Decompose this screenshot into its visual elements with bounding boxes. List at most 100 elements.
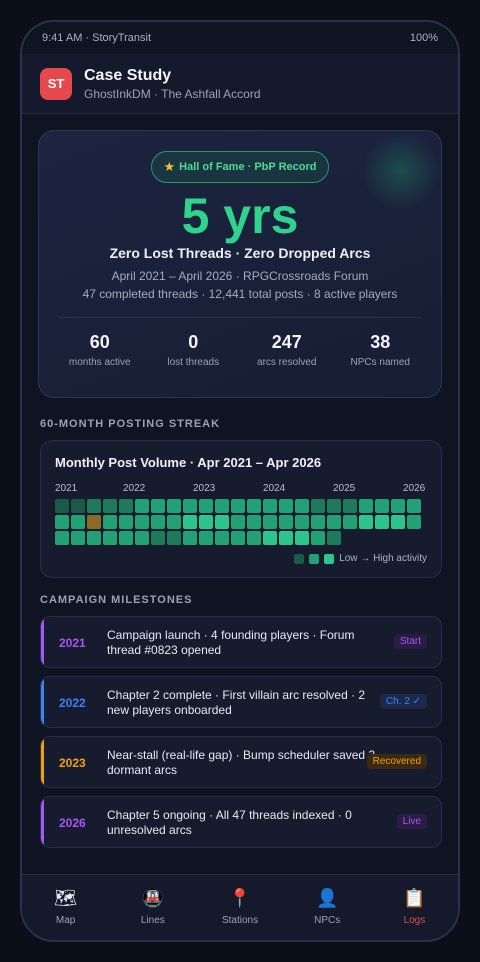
milestone-card[interactable]: 2026 Chapter 5 ongoing · All 47 threads … [40, 796, 442, 848]
month-cell [391, 515, 405, 529]
month-cell [103, 531, 117, 545]
month-cell [103, 515, 117, 529]
tab-logs[interactable]: 📋 Logs [371, 875, 458, 940]
month-cell [119, 499, 133, 513]
month-cell [247, 531, 261, 545]
streak-grid [55, 499, 435, 549]
legend-swatch-high [324, 553, 335, 564]
milestone-tag: Recovered [366, 754, 427, 769]
stat-arcs: 247 arcs resolved [242, 332, 332, 368]
milestone-card[interactable]: 2022 Chapter 2 complete · First villain … [40, 676, 442, 728]
month-cell [151, 515, 165, 529]
hero-subheadline: Zero Lost Threads · Zero Dropped Arcs [109, 245, 371, 261]
lines-icon: 🚇 [141, 888, 165, 908]
activity-legend: Low → High activity [294, 553, 427, 564]
month-cell [167, 499, 181, 513]
year-label: 2023 [193, 483, 216, 494]
milestone-text: Near-stall (real-life gap) · Bump schedu… [107, 748, 376, 777]
milestone-year: 2023 [59, 756, 86, 770]
month-cell [279, 499, 293, 513]
month-cell [87, 499, 101, 513]
milestone-year: 2026 [59, 816, 86, 830]
hero-card: ★ Hall of Fame · PbP Record 5 yrs Zero L… [38, 130, 442, 398]
avatar[interactable]: ST [40, 67, 72, 100]
month-cell [247, 499, 261, 513]
month-cell [295, 531, 309, 545]
legend-swatch-low [294, 553, 305, 564]
month-cell [327, 515, 341, 529]
month-cell [167, 515, 181, 529]
star-icon: ★ [163, 159, 176, 174]
stat-lost-threads: 0 lost threads [148, 332, 238, 368]
milestone-card[interactable]: 2023 Near-stall (real-life gap) · Bump s… [40, 736, 442, 788]
month-cell [183, 515, 197, 529]
month-cell [375, 499, 389, 513]
month-cell [199, 531, 213, 545]
month-cell [151, 531, 165, 545]
year-label: 2025 [333, 483, 356, 494]
milestone-tag: Start [393, 634, 427, 649]
tab-map[interactable]: 🗺 Map [22, 875, 109, 940]
month-cell [295, 499, 309, 513]
milestones-section-label: CAMPAIGN MILESTONES [40, 594, 193, 606]
month-cell [327, 499, 341, 513]
clipboard-icon: 📋 [403, 888, 426, 908]
milestone-text: Chapter 5 ongoing · All 47 threads index… [107, 808, 352, 837]
month-cell-stall [87, 515, 101, 529]
stat-value: 60 [89, 332, 110, 352]
month-cell [263, 515, 277, 529]
milestone-accent-bar [41, 677, 44, 727]
month-cell [135, 499, 149, 513]
tab-label: NPCs [314, 915, 341, 926]
tab-npcs[interactable]: 👤 NPCs [284, 875, 371, 940]
legend-swatch-mid [309, 553, 320, 564]
stat-months: 60 months active [55, 332, 145, 368]
year-label: 2024 [263, 483, 286, 494]
phone-frame: 9:41 AM · StoryTransit 100% ST Case Stud… [20, 20, 460, 942]
milestone-tag: Ch. 2 ✓ [379, 694, 427, 709]
tab-label: Lines [140, 915, 165, 926]
stat-label: NPCs named [350, 357, 410, 368]
pin-icon: 📍 [228, 888, 252, 908]
year-label: 2022 [123, 483, 146, 494]
month-cell [103, 499, 117, 513]
year-labels: 2021 2022 2023 2024 2025 2026 [55, 483, 431, 495]
month-cell [407, 499, 421, 513]
page-subtitle: GhostInkDM · The Ashfall Accord [84, 86, 261, 101]
month-cell [407, 515, 421, 529]
tab-stations[interactable]: 📍 Stations [196, 875, 283, 940]
month-cell [295, 515, 309, 529]
legend-label: Low → High activity [339, 553, 427, 564]
month-cell [55, 515, 69, 529]
tab-lines[interactable]: 🚇 Lines [109, 875, 196, 940]
stat-label: arcs resolved [257, 357, 317, 368]
hero-date-range: April 2021 – April 2026 · RPGCrossroads … [111, 269, 369, 283]
month-cell [231, 499, 245, 513]
tab-label: Logs [403, 915, 426, 926]
stat-npcs: 38 NPCs named [335, 332, 425, 368]
tab-label: Map [55, 915, 76, 926]
stat-value: 0 [188, 332, 199, 352]
stat-value: 38 [370, 332, 391, 352]
hall-of-fame-badge: ★ Hall of Fame · PbP Record [150, 151, 330, 183]
divider [59, 317, 421, 318]
month-cell [119, 531, 133, 545]
milestone-text: Campaign launch · 4 founding players · F… [107, 628, 355, 657]
hero-summary: 47 completed threads · 12,441 total post… [82, 287, 398, 301]
milestone-card[interactable]: 2021 Campaign launch · 4 founding player… [40, 616, 442, 668]
hero-headline: 5 yrs [181, 188, 299, 244]
milestone-accent-bar [41, 617, 44, 667]
month-cell [279, 531, 293, 545]
streak-card: Monthly Post Volume · Apr 2021 – Apr 202… [40, 440, 442, 578]
month-cell [231, 531, 245, 545]
month-cell [199, 499, 213, 513]
month-cell [119, 515, 133, 529]
month-cell [215, 499, 229, 513]
milestone-accent-bar [41, 797, 44, 847]
month-cell [87, 531, 101, 545]
stat-label: months active [68, 357, 131, 368]
page-title: Case Study [84, 66, 172, 84]
month-cell [263, 531, 277, 545]
month-cell [247, 515, 261, 529]
month-cell [311, 531, 325, 545]
